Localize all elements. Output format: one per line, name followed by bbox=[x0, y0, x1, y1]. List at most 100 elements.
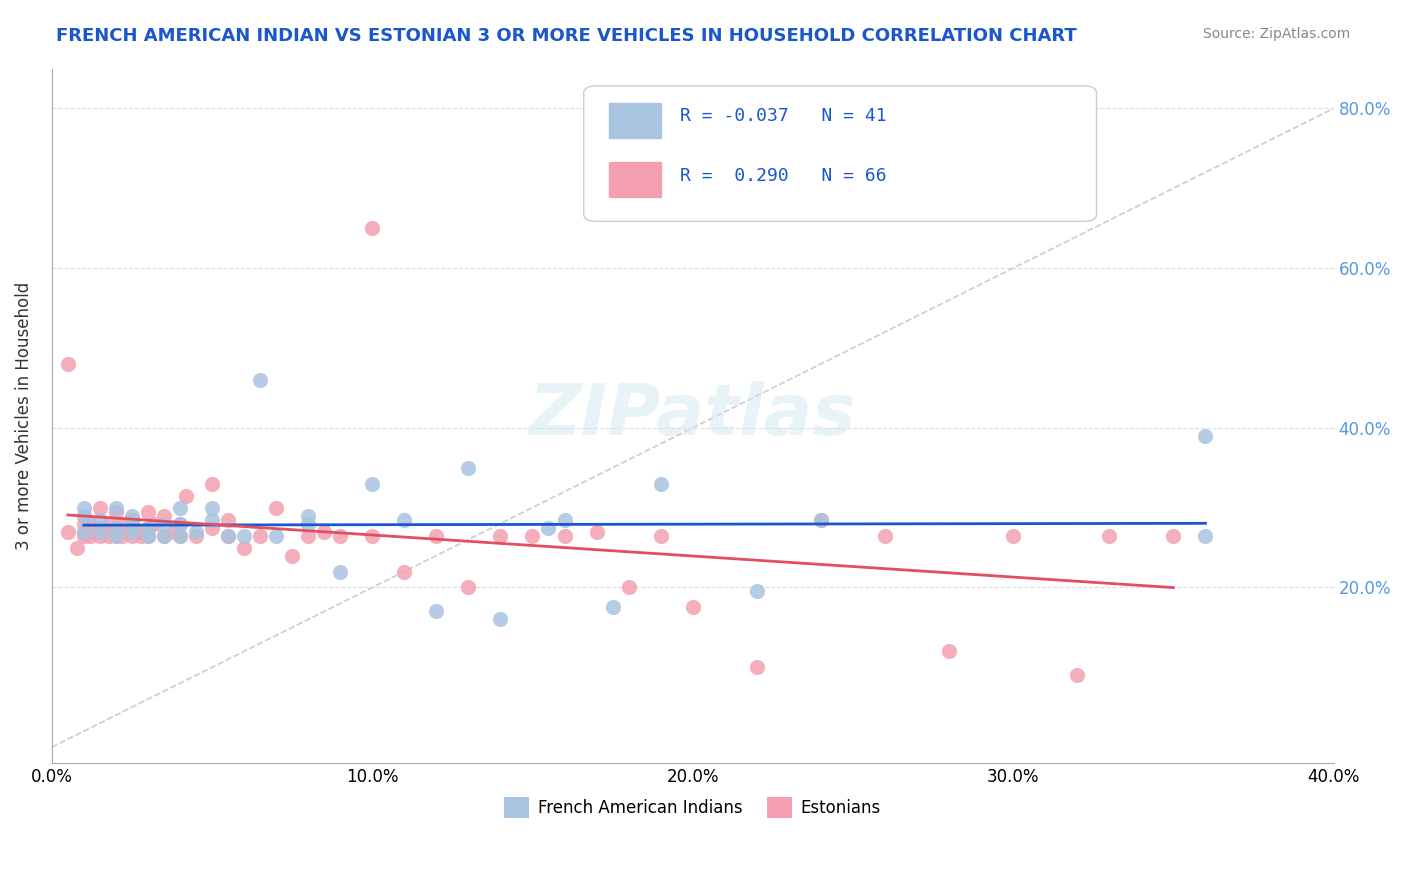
Point bbox=[425, 604, 447, 618]
Point bbox=[121, 513, 143, 527]
Point bbox=[121, 520, 143, 534]
Point bbox=[162, 524, 184, 539]
Point bbox=[79, 516, 101, 531]
Point bbox=[153, 528, 176, 542]
Point bbox=[153, 508, 176, 523]
Legend: French American Indians, Estonians: French American Indians, Estonians bbox=[498, 790, 887, 824]
Point bbox=[810, 513, 832, 527]
Point bbox=[553, 528, 575, 542]
Point bbox=[1194, 429, 1216, 443]
Text: R = -0.037   N = 41: R = -0.037 N = 41 bbox=[681, 107, 887, 125]
Point bbox=[810, 513, 832, 527]
Point bbox=[153, 528, 176, 542]
Point bbox=[650, 476, 672, 491]
Y-axis label: 3 or more Vehicles in Household: 3 or more Vehicles in Household bbox=[15, 282, 32, 550]
Point bbox=[297, 516, 319, 531]
Point bbox=[457, 581, 479, 595]
Point bbox=[201, 520, 224, 534]
Point bbox=[104, 528, 127, 542]
Point bbox=[73, 500, 96, 515]
Point bbox=[73, 528, 96, 542]
Point bbox=[201, 500, 224, 515]
Point bbox=[136, 520, 159, 534]
Point bbox=[201, 476, 224, 491]
Point bbox=[73, 524, 96, 539]
Point bbox=[104, 505, 127, 519]
Point bbox=[184, 524, 207, 539]
Point bbox=[682, 600, 704, 615]
Point bbox=[73, 524, 96, 539]
Bar bbox=[609, 162, 661, 197]
Point bbox=[89, 524, 111, 539]
Point bbox=[66, 541, 89, 555]
Point bbox=[585, 524, 607, 539]
Point bbox=[169, 528, 191, 542]
Point bbox=[1098, 528, 1121, 542]
Point bbox=[1066, 668, 1088, 682]
Point bbox=[201, 513, 224, 527]
Text: R =  0.290   N = 66: R = 0.290 N = 66 bbox=[681, 167, 887, 186]
Point bbox=[233, 541, 256, 555]
Point bbox=[131, 528, 153, 542]
Point bbox=[143, 516, 166, 531]
Point bbox=[153, 516, 176, 531]
Point bbox=[104, 500, 127, 515]
Point bbox=[938, 644, 960, 658]
Point bbox=[121, 516, 143, 531]
Point bbox=[297, 528, 319, 542]
Point bbox=[104, 528, 127, 542]
Point bbox=[98, 528, 121, 542]
Point bbox=[329, 528, 352, 542]
Point bbox=[89, 520, 111, 534]
Text: ZIPatlas: ZIPatlas bbox=[529, 381, 856, 450]
Point bbox=[169, 500, 191, 515]
Point bbox=[169, 516, 191, 531]
Point bbox=[233, 528, 256, 542]
Point bbox=[602, 600, 624, 615]
Point bbox=[184, 528, 207, 542]
Point bbox=[111, 516, 134, 531]
Point bbox=[121, 528, 143, 542]
Point bbox=[121, 524, 143, 539]
Point bbox=[98, 516, 121, 531]
Point bbox=[281, 549, 304, 563]
Point bbox=[425, 528, 447, 542]
Point bbox=[131, 524, 153, 539]
Point bbox=[537, 520, 560, 534]
Point bbox=[104, 520, 127, 534]
Point bbox=[73, 516, 96, 531]
Point bbox=[264, 528, 287, 542]
Point bbox=[1002, 528, 1025, 542]
Text: Source: ZipAtlas.com: Source: ZipAtlas.com bbox=[1202, 27, 1350, 41]
Point bbox=[553, 513, 575, 527]
Text: FRENCH AMERICAN INDIAN VS ESTONIAN 3 OR MORE VEHICLES IN HOUSEHOLD CORRELATION C: FRENCH AMERICAN INDIAN VS ESTONIAN 3 OR … bbox=[56, 27, 1077, 45]
Point bbox=[111, 528, 134, 542]
Point bbox=[249, 528, 271, 542]
Point bbox=[56, 524, 79, 539]
Point bbox=[56, 357, 79, 371]
Point bbox=[1194, 528, 1216, 542]
Point bbox=[89, 500, 111, 515]
Point bbox=[617, 581, 640, 595]
Point bbox=[217, 528, 239, 542]
Point bbox=[136, 528, 159, 542]
Point bbox=[361, 221, 384, 235]
FancyBboxPatch shape bbox=[583, 86, 1097, 221]
Point bbox=[121, 508, 143, 523]
Point bbox=[314, 524, 336, 539]
Point bbox=[249, 373, 271, 387]
Point bbox=[745, 660, 768, 674]
Point bbox=[136, 528, 159, 542]
Point bbox=[169, 516, 191, 531]
Point bbox=[104, 520, 127, 534]
Bar bbox=[609, 103, 661, 138]
Point bbox=[89, 513, 111, 527]
Point bbox=[873, 528, 896, 542]
Point bbox=[457, 460, 479, 475]
Point bbox=[745, 584, 768, 599]
Point bbox=[522, 528, 544, 542]
Point bbox=[73, 508, 96, 523]
Point bbox=[217, 513, 239, 527]
Point bbox=[79, 528, 101, 542]
Point bbox=[136, 520, 159, 534]
